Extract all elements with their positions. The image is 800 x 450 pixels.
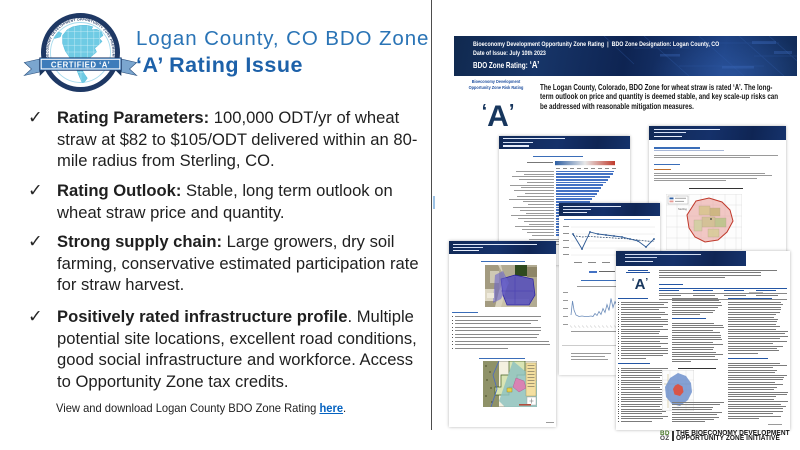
svg-text:CERTIFIED ‘A’: CERTIFIED ‘A’ <box>51 60 110 69</box>
svg-text:Sterling: Sterling <box>678 207 687 211</box>
